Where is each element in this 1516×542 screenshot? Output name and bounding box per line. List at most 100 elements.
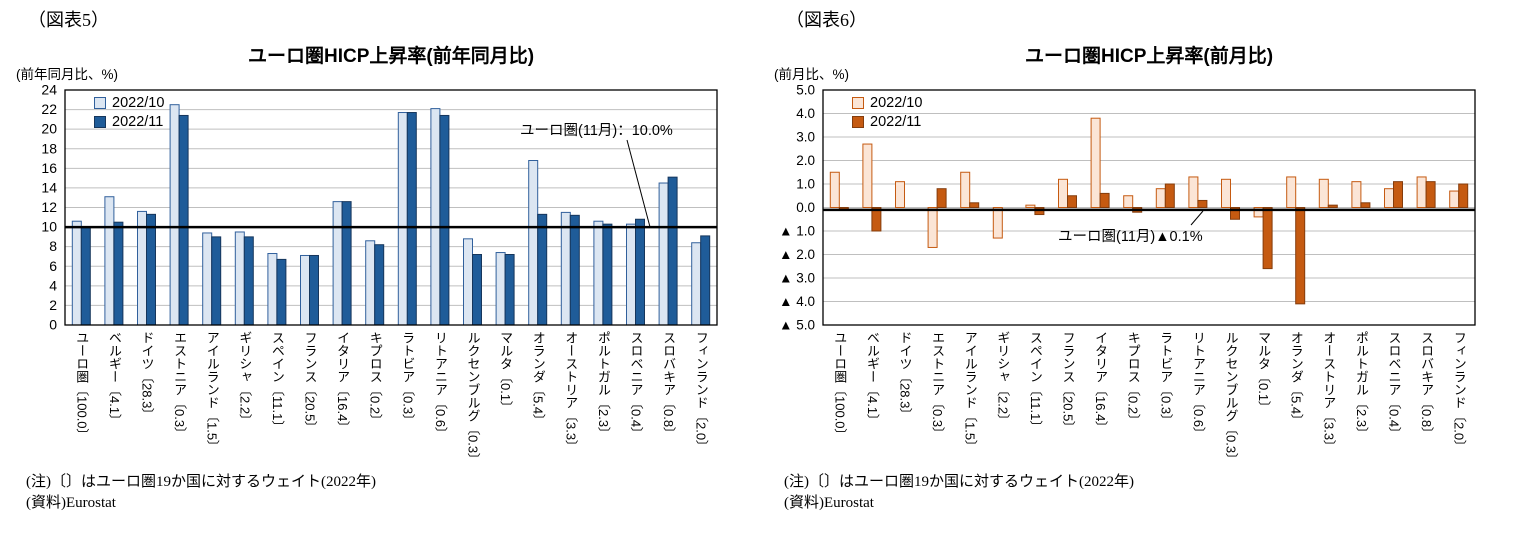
x-category-label: アイルランド〔1.5〕 bbox=[204, 331, 220, 454]
bar-2022/10 bbox=[1318, 178, 1329, 209]
bar-2022/11 bbox=[1327, 204, 1338, 208]
bar-2022/11 bbox=[537, 213, 548, 326]
figure5-annotation: ユーロ圏(11月)：10.0% bbox=[520, 123, 673, 139]
y-tick-label: ▲ 2.0 bbox=[779, 247, 815, 262]
bar-2022/10 bbox=[626, 223, 636, 326]
legend-item: 2022/10 bbox=[852, 93, 922, 112]
figure5-y-axis-unit: (前年同月比、%) bbox=[16, 67, 118, 82]
x-category-label: ポルトガル〔2.3〕 bbox=[595, 331, 611, 441]
y-tick-label: 3.0 bbox=[796, 130, 815, 145]
bar-2022/10 bbox=[463, 238, 473, 326]
bar-2022/10 bbox=[1384, 188, 1394, 208]
y-tick-label: 2.0 bbox=[796, 153, 815, 168]
bar-2022/10 bbox=[300, 254, 310, 326]
note-weights: (注)〔〕はユーロ圏19か国に対するウェイト(2022年) bbox=[26, 474, 376, 490]
bar-2022/10 bbox=[593, 220, 604, 326]
bar-2022/10 bbox=[895, 181, 905, 208]
x-category-label: フランス〔20.5〕 bbox=[1060, 331, 1076, 435]
bar-2022/10 bbox=[1286, 176, 1297, 208]
x-category-label: ポルトガル〔2.3〕 bbox=[1353, 331, 1369, 441]
bar-2022/11 bbox=[504, 254, 515, 326]
bar-2022/11 bbox=[341, 201, 352, 326]
bar-2022/11 bbox=[439, 114, 450, 326]
x-category-label: ベルギー〔4.1〕 bbox=[106, 331, 122, 428]
x-category-label: エストニア〔0.3〕 bbox=[930, 331, 946, 441]
y-tick-label: ▲ 4.0 bbox=[779, 294, 815, 309]
y-tick-label: ▲ 5.0 bbox=[779, 318, 815, 333]
bar-2022/11 bbox=[1164, 183, 1175, 208]
legend-swatch-2022-10 bbox=[852, 96, 864, 109]
x-category-label: エストニア〔0.3〕 bbox=[172, 331, 188, 441]
legend-swatch-2022-10 bbox=[94, 96, 106, 109]
bar-2022/10 bbox=[960, 171, 971, 208]
y-tick-label: 22 bbox=[41, 101, 57, 117]
bar-2022/11 bbox=[146, 213, 156, 326]
x-category-label: ギリシャ〔2.2〕 bbox=[237, 331, 253, 428]
y-tick-label: 14 bbox=[41, 179, 57, 195]
x-category-label: ギリシャ〔2.2〕 bbox=[995, 331, 1011, 428]
bar-2022/11 bbox=[1067, 195, 1077, 208]
bar-2022/10 bbox=[658, 182, 669, 326]
figure5-notes: (注)〔〕はユーロ圏19か国に対するウェイト(2022年) (資料)Eurost… bbox=[26, 472, 376, 514]
y-tick-label: 6 bbox=[49, 258, 57, 274]
x-category-label: キプロス〔0.2〕 bbox=[1125, 331, 1141, 428]
legend-label-2022-10: 2022/10 bbox=[870, 94, 923, 111]
bar-2022/11 bbox=[374, 244, 385, 326]
x-category-label: スロバキア〔0.8〕 bbox=[661, 331, 677, 441]
x-category-label: オーストリア〔3.3〕 bbox=[563, 331, 579, 454]
bar-2022/11 bbox=[1360, 202, 1371, 209]
x-category-label: リトアニア〔0.6〕 bbox=[432, 331, 448, 441]
bar-2022/10 bbox=[332, 201, 343, 326]
figure5-title: ユーロ圏HICP上昇率(前年同月比) bbox=[247, 46, 535, 67]
y-tick-label: 24 bbox=[41, 82, 57, 98]
note-weights: (注)〔〕はユーロ圏19か国に対するウェイト(2022年) bbox=[784, 474, 1134, 490]
annotation-pointer-line bbox=[626, 139, 651, 228]
x-category-label: スペイン〔11.1〕 bbox=[269, 331, 285, 434]
figure6-panel: （図表6） ユーロ圏HICP上昇率(前月比) (前月比、%) ▲ 5.0 ▲ 4.… bbox=[758, 0, 1516, 542]
bar-2022/10 bbox=[495, 252, 506, 326]
x-category-label: オランダ〔5.4〕 bbox=[530, 331, 546, 428]
y-tick-label: 1.0 bbox=[796, 177, 815, 192]
bar-2022/11 bbox=[635, 218, 645, 326]
note-source: (資料)Eurostat bbox=[26, 495, 116, 511]
bar-2022/11 bbox=[80, 226, 91, 326]
bar-2022/11 bbox=[1197, 199, 1208, 208]
y-tick-label: ▲ 3.0 bbox=[779, 271, 815, 286]
bar-2022/10 bbox=[267, 253, 278, 326]
bar-2022/11 bbox=[871, 207, 882, 232]
legend-label-2022-11: 2022/11 bbox=[112, 113, 164, 130]
bar-2022/11 bbox=[1393, 181, 1403, 208]
bar-2022/10 bbox=[1025, 204, 1036, 208]
x-category-label: スロベニア〔0.4〕 bbox=[1386, 331, 1402, 441]
bar-2022/10 bbox=[365, 240, 376, 326]
bar-2022/10 bbox=[528, 160, 539, 326]
x-category-label: ラトビア〔0.3〕 bbox=[1158, 331, 1174, 428]
bar-2022/11 bbox=[309, 254, 319, 326]
y-tick-label: 18 bbox=[41, 140, 57, 156]
x-category-label: キプロス〔0.2〕 bbox=[367, 331, 383, 428]
bar-2022/11 bbox=[211, 236, 222, 326]
bar-2022/11 bbox=[1458, 183, 1469, 208]
y-tick-label: 2 bbox=[49, 297, 57, 313]
x-category-label: フィンランド〔2.0〕 bbox=[693, 331, 709, 454]
legend-item: 2022/11 bbox=[94, 112, 164, 131]
bar-2022/10 bbox=[560, 211, 571, 326]
figure5-label: （図表5） bbox=[28, 10, 109, 30]
bar-2022/10 bbox=[1188, 176, 1199, 208]
bar-2022/11 bbox=[243, 236, 254, 326]
bar-2022/11 bbox=[569, 214, 580, 326]
figure6-annotation: ユーロ圏(11月)▲0.1% bbox=[1058, 229, 1203, 245]
bar-2022/10 bbox=[1123, 195, 1134, 208]
bar-2022/11 bbox=[472, 254, 482, 326]
x-category-label: マルタ〔0.1〕 bbox=[498, 331, 514, 415]
figure6-bar-chart: ▲ 5.0 ▲ 4.0 ▲ 3.0 ▲ 2.0 ▲ 1.0 0.0 1.0 2.0 3.0 4.0… bbox=[779, 83, 1476, 333]
x-category-label: スロベニア〔0.4〕 bbox=[628, 331, 644, 441]
legend-swatch-2022-11 bbox=[94, 115, 106, 128]
y-tick-label: 0.0 bbox=[796, 200, 815, 215]
bar-2022/10 bbox=[137, 210, 147, 326]
bar-2022/10 bbox=[927, 207, 938, 248]
bar-2022/11 bbox=[1425, 181, 1436, 208]
y-tick-label: 10 bbox=[41, 219, 57, 235]
x-category-label: ユーロ圏〔100.0〕 bbox=[832, 331, 848, 442]
